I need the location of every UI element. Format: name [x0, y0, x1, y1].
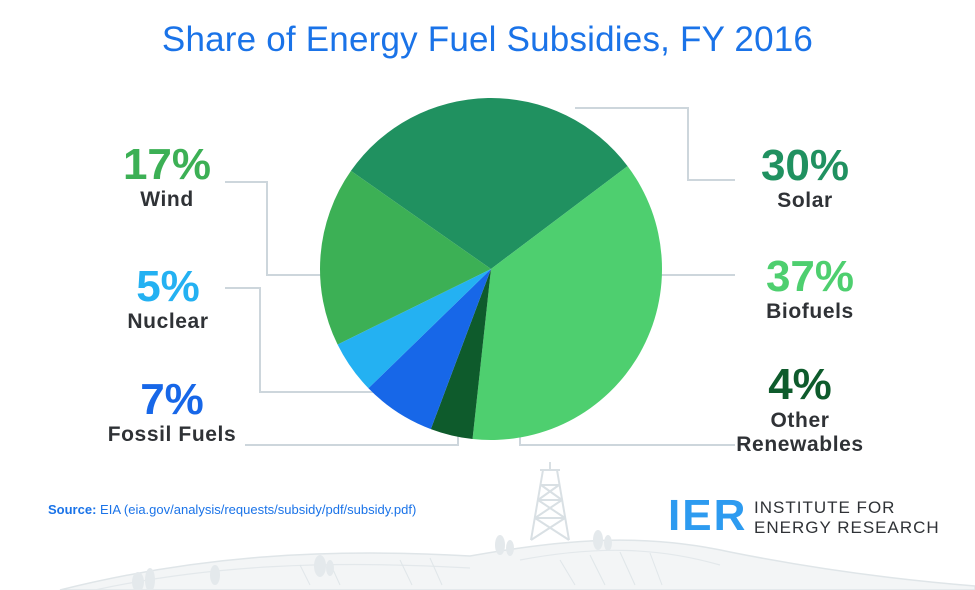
logo-acronym: IER — [668, 491, 748, 540]
logo-line-2: ENERGY RESEARCH — [754, 518, 940, 537]
fossil-fuels-name: Fossil Fuels — [107, 423, 237, 446]
label-solar: 30% Solar — [745, 141, 865, 212]
logo-line-1: INSTITUTE FOR — [754, 498, 896, 517]
other-renewables-percent: 4% — [768, 360, 832, 409]
nuclear-name: Nuclear — [127, 310, 209, 333]
label-fossil-fuels: 7% Fossil Fuels — [98, 375, 246, 446]
solar-percent: 30% — [760, 141, 850, 190]
biofuels-percent: 37% — [765, 252, 855, 301]
pie-slice-fossil-fuels — [368, 269, 491, 430]
biofuels-name: Biofuels — [766, 300, 854, 323]
wind-percent: 17% — [122, 140, 212, 189]
chart-title: Share of Energy Fuel Subsidies, FY 2016 — [161, 20, 814, 59]
pie-slice-nuclear — [337, 269, 491, 389]
solar-name: Solar — [777, 189, 833, 212]
pie-slice-wind — [320, 170, 491, 345]
source-text: EIA (eia.gov/analysis/requests/subsidy/p… — [100, 502, 417, 517]
pie-slice-other-renewables — [430, 269, 491, 439]
other-renewables-name: Other Renewables — [725, 409, 875, 457]
other-renewables-line-2: Renewables — [736, 433, 864, 456]
source-label: Source: — [48, 502, 97, 517]
label-biofuels: 37% Biofuels — [745, 252, 875, 323]
derrick-icon — [530, 462, 570, 541]
label-wind: 17% Wind — [112, 140, 222, 211]
other-renewables-line-1: Other — [770, 409, 830, 432]
label-nuclear: 5% Nuclear — [108, 262, 228, 333]
pie-slice-solar — [350, 98, 628, 269]
source-note: Source: EIA (eia.gov/analysis/requests/s… — [48, 502, 416, 517]
fossil-fuels-percent: 7% — [140, 375, 204, 424]
wind-name: Wind — [140, 188, 194, 211]
label-other-renewables: 4% Other Renewables — [725, 363, 875, 457]
pie-slice-biofuels — [472, 166, 663, 441]
nuclear-percent: 5% — [136, 262, 200, 311]
logo-name: INSTITUTE FOR ENERGY RESEARCH — [754, 498, 954, 538]
